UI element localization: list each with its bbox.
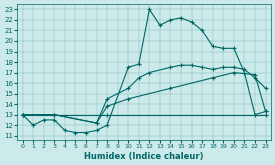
X-axis label: Humidex (Indice chaleur): Humidex (Indice chaleur) [84, 152, 204, 161]
